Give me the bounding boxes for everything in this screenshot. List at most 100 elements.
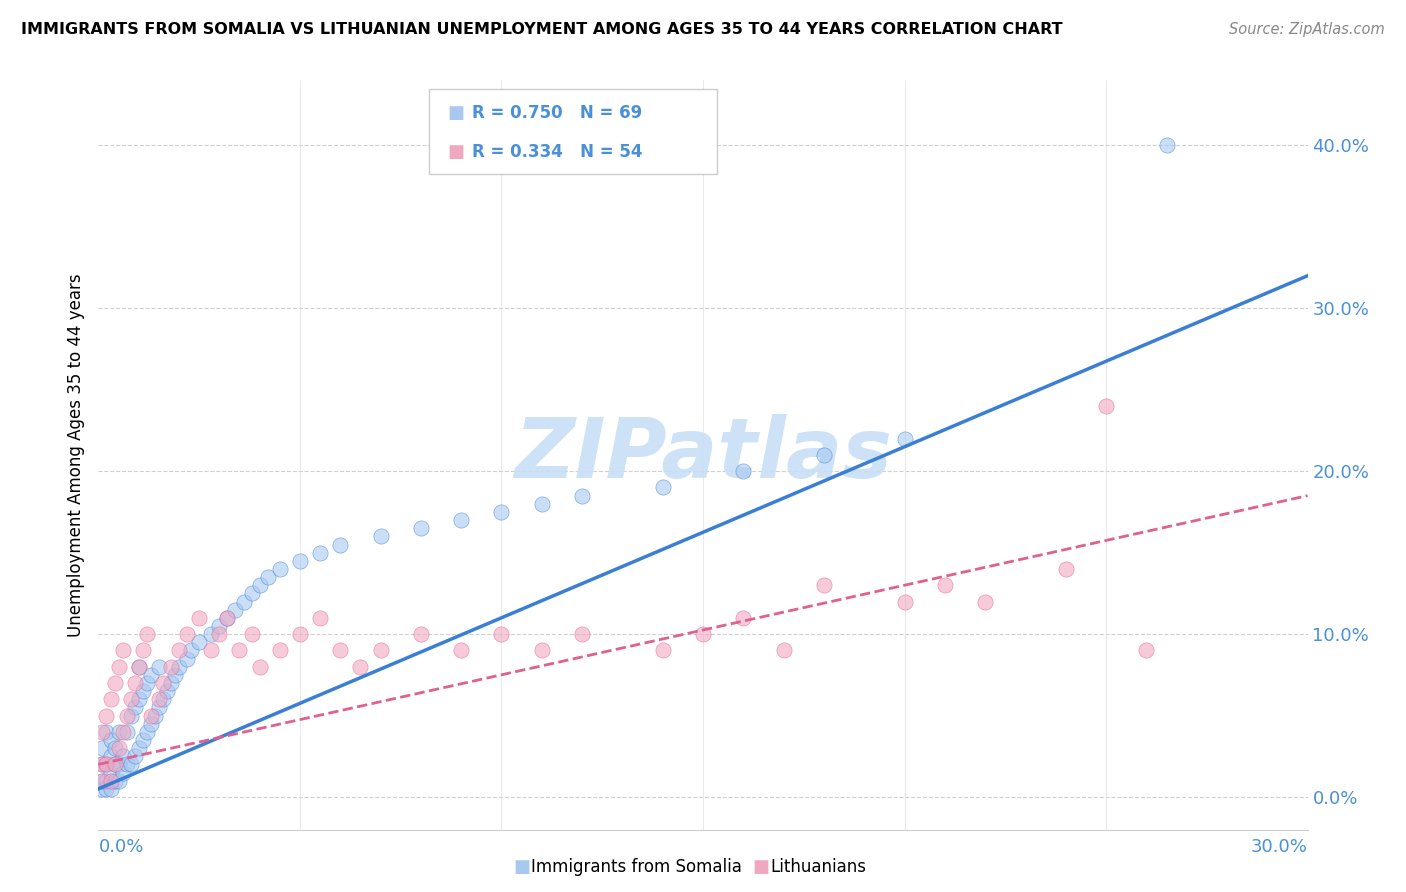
Point [188,635,211,649]
Point [135,676,157,690]
Point [893,594,915,608]
Point [813,448,835,462]
Point [107,724,129,739]
Point [893,432,915,446]
Point [103,676,125,690]
Point [100,733,122,747]
Point [111,749,134,764]
Point [288,627,311,641]
Point [409,521,432,535]
Point [309,611,332,625]
Point [1054,562,1077,576]
Point [208,627,231,641]
Point [148,692,170,706]
Point [100,773,122,788]
Point [91,724,114,739]
Point [100,749,122,764]
Point [249,578,271,592]
Point [813,578,835,592]
Point [269,643,291,657]
Point [115,708,138,723]
Point [132,643,155,657]
Point [96,724,118,739]
Point [450,513,472,527]
Point [96,757,118,772]
Text: 30.0%: 30.0% [1251,838,1308,855]
Point [120,708,142,723]
Point [91,781,114,796]
Text: R = 0.750   N = 69: R = 0.750 N = 69 [472,104,643,122]
Point [91,741,114,756]
Point [107,757,129,772]
Point [135,724,157,739]
Point [160,676,183,690]
Point [176,627,198,641]
Point [115,757,138,772]
Point [208,619,231,633]
Point [120,757,142,772]
Point [103,741,125,756]
Point [143,708,166,723]
Point [217,611,239,625]
Point [167,643,190,657]
Point [269,562,291,576]
Text: ■: ■ [447,104,464,122]
Point [733,464,755,478]
Text: ZIPatlas: ZIPatlas [515,415,891,495]
Text: Immigrants from Somalia: Immigrants from Somalia [531,858,742,876]
Point [200,627,222,641]
Point [96,757,118,772]
Point [370,529,392,543]
Point [409,627,432,641]
Point [934,578,956,592]
Point [974,594,997,608]
Point [163,668,186,682]
Point [329,537,352,551]
Text: R = 0.334   N = 54: R = 0.334 N = 54 [472,143,643,161]
Point [91,757,114,772]
Point [188,611,211,625]
Point [772,643,794,657]
Point [309,546,332,560]
Text: ■: ■ [752,858,769,876]
Point [180,643,202,657]
Point [692,627,714,641]
Point [1156,138,1178,153]
Point [124,676,146,690]
Point [733,611,755,625]
Point [139,708,162,723]
Point [530,497,553,511]
Point [148,700,170,714]
Point [200,643,222,657]
Point [152,676,174,690]
Point [120,692,142,706]
Point [156,684,179,698]
Point [107,773,129,788]
Text: 0.0%: 0.0% [98,838,143,855]
Point [249,659,271,673]
Point [491,627,513,641]
Point [111,765,134,780]
Point [100,692,122,706]
Point [329,643,352,657]
Point [96,708,118,723]
Point [139,716,162,731]
Text: IMMIGRANTS FROM SOMALIA VS LITHUANIAN UNEMPLOYMENT AMONG AGES 35 TO 44 YEARS COR: IMMIGRANTS FROM SOMALIA VS LITHUANIAN UN… [21,22,1063,37]
Point [103,757,125,772]
Point [100,781,122,796]
Text: Lithuanians: Lithuanians [770,858,866,876]
Point [176,651,198,665]
Point [240,627,263,641]
Point [115,724,138,739]
Point [651,643,673,657]
Point [224,602,246,616]
Point [139,668,162,682]
Point [232,594,254,608]
Point [135,627,157,641]
Point [107,659,129,673]
Point [571,627,593,641]
Point [107,741,129,756]
Text: Source: ZipAtlas.com: Source: ZipAtlas.com [1229,22,1385,37]
Point [160,659,183,673]
Point [96,781,118,796]
